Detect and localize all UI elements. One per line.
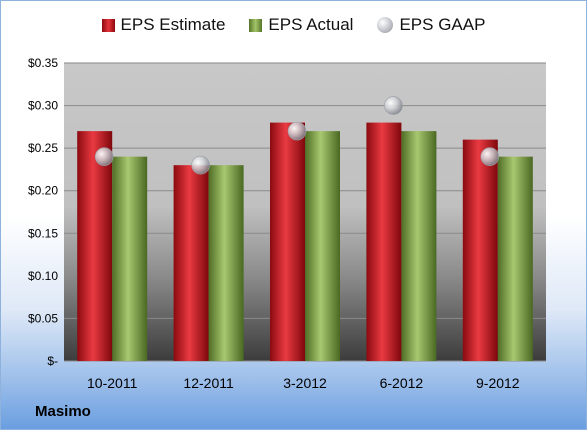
bar-eps-actual	[305, 131, 340, 361]
legend: EPS Estimate EPS Actual EPS GAAP	[1, 15, 586, 35]
y-tick-label: $0.15	[28, 226, 58, 240]
y-tick-label: $0.35	[28, 56, 58, 70]
bar-eps-estimate	[173, 165, 209, 361]
legend-label-estimate: EPS Estimate	[120, 15, 226, 34]
legend-label-actual: EPS Actual	[268, 15, 354, 34]
marker-eps-gaap	[384, 96, 403, 115]
bar-eps-estimate	[270, 122, 305, 361]
y-axis-labels: $- $0.05 $0.10 $0.15 $0.20 $0.25 $0.30 $0.35	[28, 56, 58, 368]
gaap-markers	[94, 96, 500, 175]
x-tick-label: 10-2011	[87, 375, 138, 391]
bar-eps-actual	[401, 131, 437, 361]
marker-eps-gaap	[287, 121, 307, 141]
company-name: Masimo	[35, 403, 91, 420]
x-axis-labels: 10-2011 12-2011 3-2012 6-2012 9-2012	[87, 375, 520, 391]
y-tick-label: $0.10	[28, 269, 58, 283]
y-tick-label: $0.30	[28, 99, 58, 113]
legend-item-gaap: EPS GAAP	[377, 15, 485, 35]
bar-eps-estimate	[366, 122, 402, 361]
marker-eps-gaap	[191, 155, 210, 175]
legend-item-actual: EPS Actual	[249, 15, 353, 35]
marker-eps-gaap	[480, 147, 500, 166]
bar-eps-estimate	[77, 131, 113, 361]
y-tick-label: $0.05	[28, 311, 58, 325]
bar-eps-actual	[208, 165, 244, 361]
legend-label-gaap: EPS GAAP	[399, 15, 486, 34]
y-tick-label: $-	[47, 354, 58, 368]
legend-item-estimate: EPS Estimate	[101, 15, 226, 35]
y-tick-label: $0.25	[28, 141, 58, 155]
legend-swatch-gaap	[377, 17, 394, 33]
bar-eps-actual	[497, 156, 533, 361]
bar-eps-estimate	[462, 139, 498, 361]
x-tick-label: 6-2012	[380, 375, 424, 391]
y-tick-label: $0.20	[28, 184, 58, 198]
x-tick-label: 9-2012	[476, 375, 520, 391]
marker-eps-gaap	[94, 147, 114, 166]
x-tick-label: 12-2011	[183, 375, 234, 391]
legend-swatch-estimate	[101, 18, 115, 32]
bars	[77, 122, 533, 361]
x-tick-label: 3-2012	[283, 375, 327, 391]
legend-swatch-actual	[249, 18, 263, 32]
bar-eps-actual	[112, 156, 148, 361]
